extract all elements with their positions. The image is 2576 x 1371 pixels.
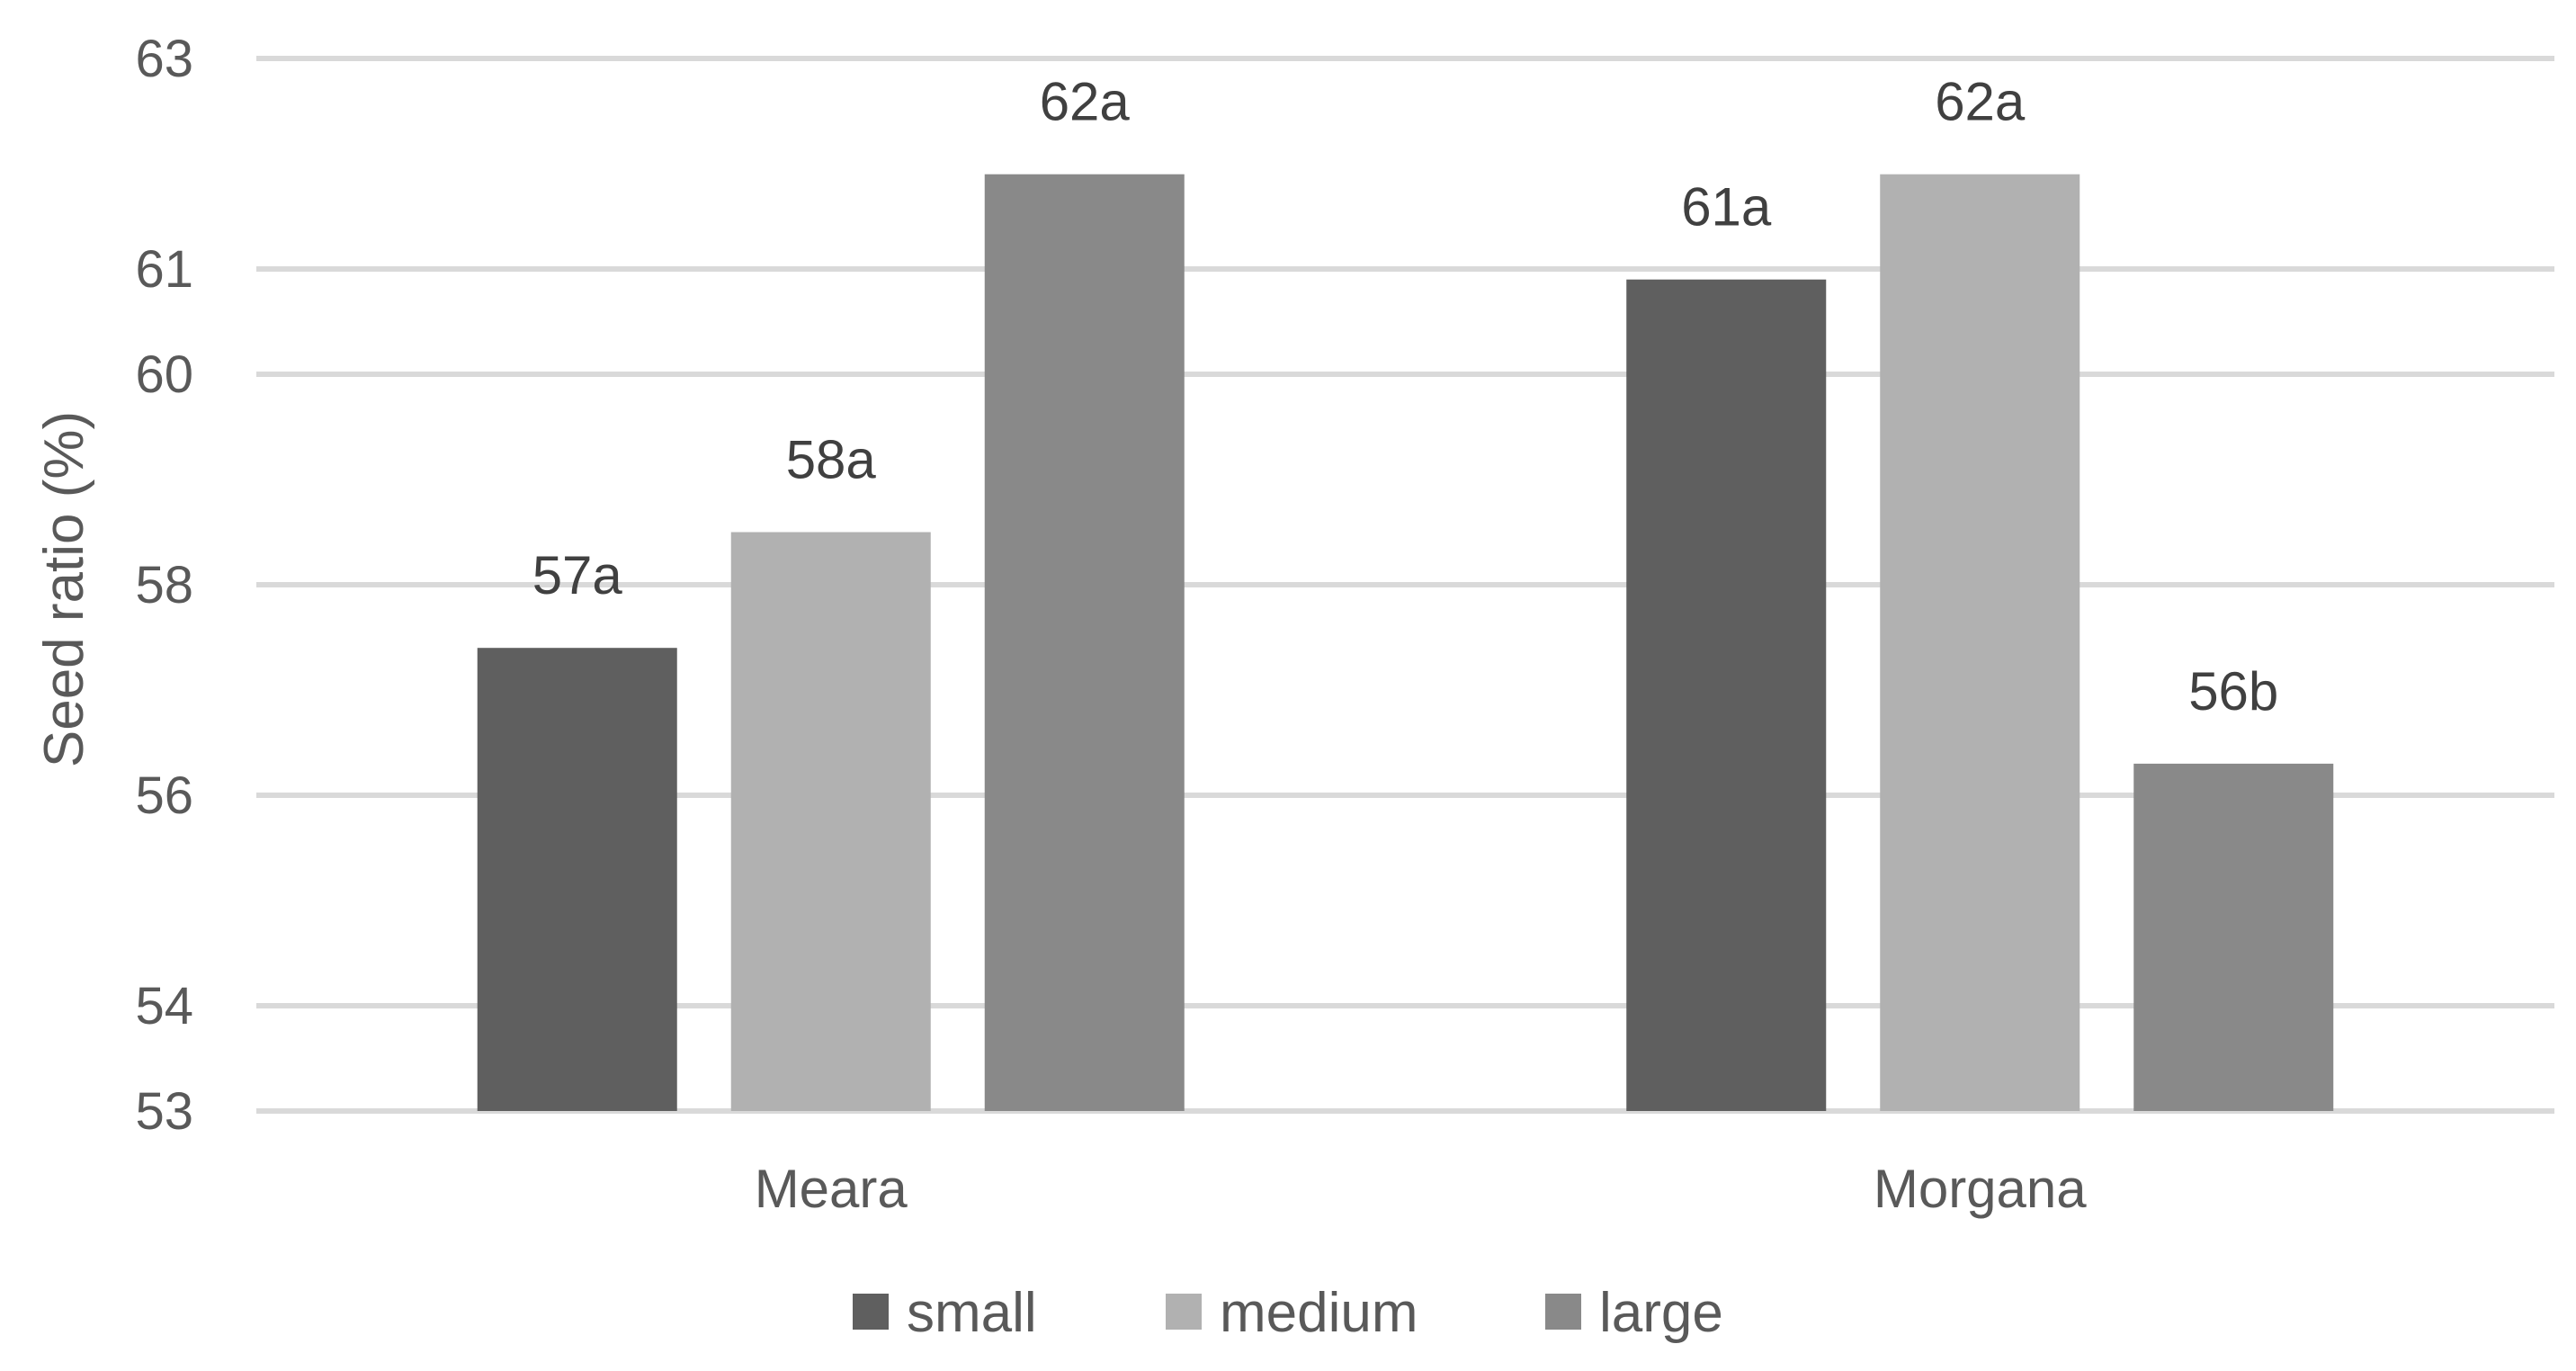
data-label: 57a (532, 545, 623, 605)
x-category-label: Morgana (1874, 1159, 2087, 1219)
bar-large-meara (984, 174, 1185, 1112)
x-category-label: Meara (755, 1159, 908, 1219)
bars (477, 174, 2334, 1112)
y-tick-label: 60 (135, 345, 193, 404)
data-labels: 57a 58a 62a 61a 62a 56b (532, 72, 2279, 721)
legend-label: small (907, 1282, 1037, 1344)
bar-medium-meara (730, 532, 931, 1111)
y-tick-label: 61 (135, 240, 193, 299)
legend-label: medium (1220, 1282, 1418, 1344)
y-axis-label: Seed ratio (%) (33, 411, 95, 767)
legend-swatch (853, 1294, 889, 1330)
legend: small medium large (853, 1282, 1723, 1344)
legend-item-medium: medium (1166, 1282, 1418, 1344)
x-axis-categories: Meara Morgana (755, 1159, 2088, 1219)
legend-item-small: small (853, 1282, 1037, 1344)
data-label: 58a (786, 430, 877, 490)
y-tick-label: 54 (135, 977, 193, 1035)
data-label: 62a (1040, 72, 1131, 132)
legend-item-large: large (1545, 1282, 1723, 1344)
bar-medium-morgana (1880, 174, 2080, 1112)
data-label: 56b (2188, 661, 2278, 721)
y-tick-label: 63 (135, 30, 193, 88)
y-tick-label: 56 (135, 766, 193, 825)
y-tick-label: 58 (135, 556, 193, 614)
y-axis-ticks: 63 61 60 58 56 54 53 (135, 30, 193, 1141)
legend-swatch (1166, 1294, 1202, 1330)
bar-small-meara (477, 648, 677, 1111)
y-tick-label: 53 (135, 1082, 193, 1141)
data-label: 62a (1935, 72, 2026, 132)
data-label: 61a (1681, 177, 1772, 237)
bar-large-morgana (2133, 763, 2334, 1111)
bar-small-morgana (1626, 279, 1827, 1111)
legend-label: large (1599, 1282, 1723, 1344)
legend-swatch (1545, 1294, 1581, 1330)
